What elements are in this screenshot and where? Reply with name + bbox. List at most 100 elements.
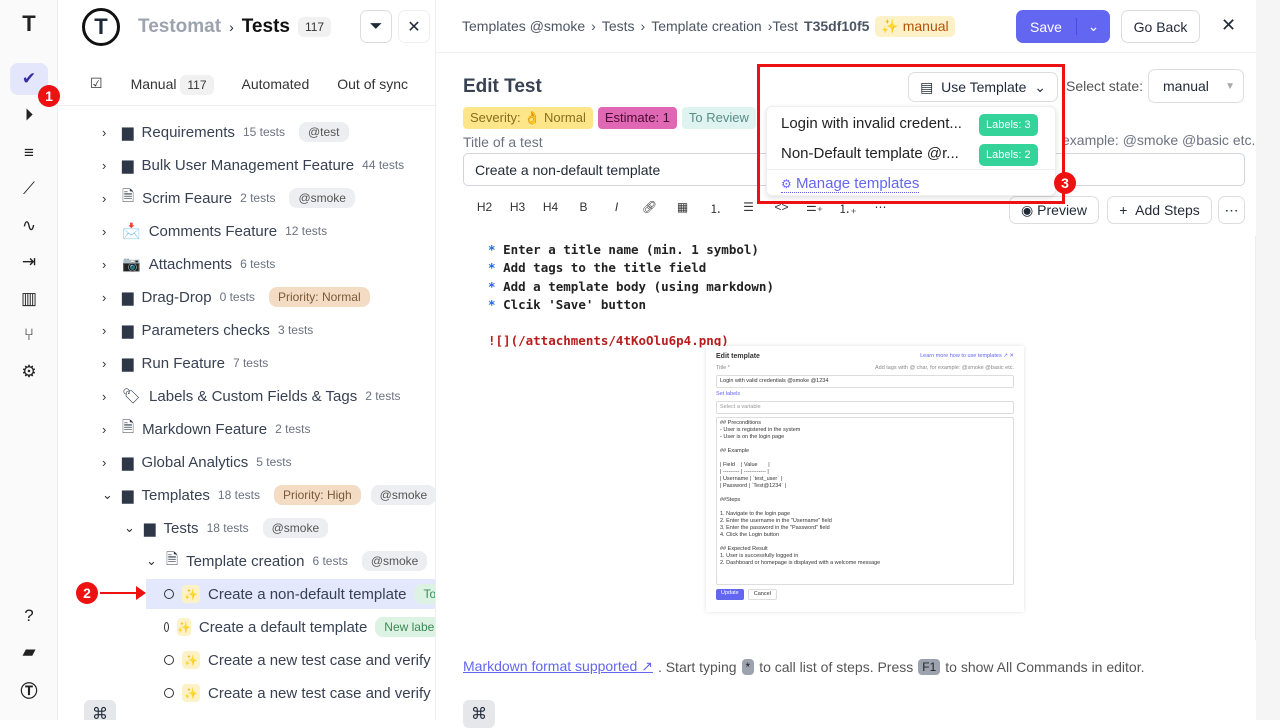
tree-item[interactable]: ⌄ ▆ Tests 18 tests @smoke <box>124 513 329 543</box>
italic-button[interactable]: I <box>614 200 619 214</box>
settings-gear-icon[interactable]: ⚙ <box>21 362 37 381</box>
h4-button[interactable]: H4 <box>542 200 559 214</box>
gear-icon: ⚙ <box>781 176 792 191</box>
h2-button[interactable]: H2 <box>476 200 493 214</box>
command-icon[interactable]: ⌘ <box>84 700 116 720</box>
tree-item[interactable]: › 🗎 Markdown Feature 2 tests <box>102 414 310 444</box>
scrollbar-track[interactable] <box>1256 0 1280 720</box>
chevron-down-icon[interactable]: ⌄ <box>146 553 157 568</box>
branches-icon[interactable]: ⑂ <box>23 325 35 344</box>
tree-item[interactable]: › 📷 Attachments 6 tests <box>102 249 275 279</box>
tab-automated[interactable]: Automated <box>241 75 310 92</box>
go-back-button[interactable]: Go Back <box>1121 10 1200 43</box>
chevron-right-icon[interactable]: › <box>102 289 107 305</box>
save-button[interactable]: Save <box>1030 18 1062 35</box>
markdown-link[interactable]: Markdown format supported ↗ <box>463 658 653 674</box>
review-tag[interactable]: To Review <box>681 107 756 129</box>
tree-item[interactable]: › ▆ Requirements 15 tests @test <box>102 117 349 147</box>
editor-content[interactable]: * Enter a title name (min. 1 symbol) * A… <box>488 241 774 351</box>
chevron-right-icon[interactable]: › <box>102 124 107 140</box>
ordered-list-icon[interactable]: ⒈ <box>709 202 722 216</box>
tests-check-icon[interactable]: ✔ <box>10 63 48 95</box>
template-item[interactable]: Non-Default template @r... <box>781 145 959 162</box>
chevron-right-icon[interactable]: › <box>102 454 107 470</box>
save-dropdown-chevron-icon[interactable]: ⌄ <box>1076 18 1110 35</box>
test-item[interactable]: ✨ Create a new test case and verify <box>146 678 435 708</box>
tag-pill[interactable]: Priority: Normal <box>268 287 370 307</box>
preview-button[interactable]: ◉ Preview <box>1009 196 1099 224</box>
severity-tag[interactable]: Severity: 👌 Normal <box>463 107 593 129</box>
command-icon[interactable]: ⌘ <box>463 700 495 728</box>
chevron-right-icon[interactable]: › <box>102 190 107 206</box>
tree-item[interactable]: › ▆ Global Analytics 5 tests <box>102 447 292 477</box>
tree-item[interactable]: › 🗎 Scrim Feaure 2 tests @smoke <box>102 183 355 213</box>
tree-item[interactable]: › 📩 Comments Feature 12 tests <box>102 216 327 246</box>
chevron-right-icon[interactable]: › <box>102 256 107 272</box>
crumb-templates[interactable]: Templates @smoke <box>462 18 586 34</box>
tag-pill[interactable]: @test <box>298 122 349 142</box>
crumb-tests[interactable]: Tests <box>601 18 635 34</box>
footer-text: to show All Commands in editor. <box>945 658 1145 675</box>
chevron-right-icon[interactable]: › <box>102 388 107 404</box>
highlight-box <box>757 64 1065 204</box>
testomat-logo-icon[interactable]: T <box>22 11 36 36</box>
tag-pill[interactable]: @smoke <box>289 188 355 208</box>
tab-manual[interactable]: Manual 117 <box>131 74 214 95</box>
link-icon[interactable]: 🔗︎ <box>641 200 658 214</box>
help-icon[interactable]: ? <box>24 606 34 625</box>
chevron-down-icon[interactable]: ⌄ <box>102 487 113 502</box>
bullet-list-icon[interactable]: ☰ <box>743 200 754 214</box>
profile-avatar[interactable]: Ⓣ <box>20 681 38 701</box>
insert-numbered-steps-icon[interactable]: ⒈₊ <box>838 202 857 216</box>
kbd-star: * <box>741 658 755 675</box>
tree-item[interactable]: › ▆ Drag-Drop 0 tests Priority: Normal <box>102 282 370 312</box>
crumb-template-creation[interactable]: Template creation <box>651 18 762 34</box>
chevron-down-icon: ⌄ <box>1034 78 1046 95</box>
tree-item[interactable]: ⌄ 🗎 Template creation 6 tests @smoke <box>146 546 428 576</box>
editor-area[interactable] <box>476 236 1256 640</box>
chevron-right-icon[interactable]: › <box>102 322 107 338</box>
template-name: Login with invalid credent... <box>781 115 962 132</box>
tree-item[interactable]: › ▆ Bulk User Management Feature 44 tests <box>102 150 404 180</box>
more-options-button[interactable]: ⋯ <box>1218 196 1245 224</box>
chevron-right-icon[interactable]: › <box>102 157 107 173</box>
filter-button[interactable]: ⏷ <box>360 10 392 43</box>
test-item[interactable]: ✨ Create a default template New label <box>146 612 435 642</box>
tree-item[interactable]: › 🏷 Labels & Custom Fields & Tags 2 tests <box>102 381 401 411</box>
template-item[interactable]: Login with invalid credent... <box>781 115 962 132</box>
chevron-down-icon[interactable]: ⌄ <box>124 520 135 535</box>
test-item[interactable]: ✨ Create a new test case and verify <box>146 645 435 675</box>
projects-folder-icon[interactable]: ▰ <box>22 642 36 661</box>
project-logo[interactable]: T <box>82 8 120 46</box>
app-name[interactable]: Testomat <box>138 16 222 37</box>
chevron-right-icon[interactable]: › <box>102 223 107 239</box>
tag-pill[interactable]: @smoke <box>262 518 329 538</box>
tree-item[interactable]: ⌄ ▆ Templates 18 tests Priority: High @smoke <box>102 480 435 510</box>
close-icon[interactable]: ✕ <box>1221 15 1237 35</box>
chevron-right-icon[interactable]: › <box>102 421 107 437</box>
select-tests-icon[interactable]: ☑ <box>90 75 103 91</box>
analytics-icon[interactable]: ▥ <box>20 289 38 308</box>
state-select[interactable]: manual ▼ <box>1148 69 1244 103</box>
tag-pill[interactable]: @smoke <box>370 485 435 505</box>
tag-pill[interactable]: @smoke <box>361 551 428 571</box>
steps-icon[interactable]: ⟋ <box>23 179 35 198</box>
tag-pill[interactable]: Priority: High <box>273 485 361 505</box>
bold-button[interactable]: B <box>579 200 588 214</box>
tab-out-of-sync[interactable]: Out of sync <box>337 75 409 92</box>
plans-list-icon[interactable]: ≡ <box>24 143 34 162</box>
estimate-tag[interactable]: Estimate: 1 <box>597 107 677 129</box>
pulse-icon[interactable]: ∿ <box>21 216 37 235</box>
chevron-right-icon[interactable]: › <box>102 355 107 371</box>
add-steps-button[interactable]: + Add Steps <box>1107 196 1212 224</box>
import-icon[interactable]: ⇥ <box>21 252 37 271</box>
close-panel-button[interactable]: ✕ <box>398 10 430 43</box>
manage-templates-link[interactable]: ⚙ Manage templates <box>781 175 920 193</box>
table-icon[interactable]: ▦ <box>676 200 689 214</box>
h3-button[interactable]: H3 <box>509 200 526 214</box>
runs-play-icon[interactable]: ⏵ <box>24 105 34 124</box>
tree-item[interactable]: › ▆ Run Feature 7 tests <box>102 348 268 378</box>
use-template-button[interactable]: ▤ Use Template ⌄ <box>908 72 1058 102</box>
tree-item[interactable]: › ▆ Parameters checks 3 tests <box>102 315 313 345</box>
test-item[interactable]: ✨ Create a non-default template To <box>146 579 435 609</box>
